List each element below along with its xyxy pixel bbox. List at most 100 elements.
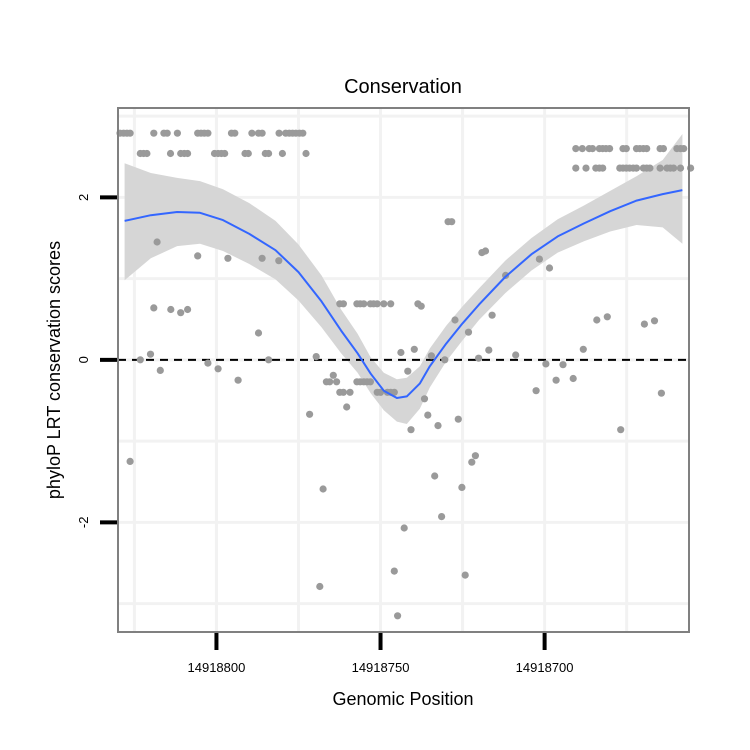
data-point bbox=[676, 164, 685, 172]
data-point bbox=[451, 316, 459, 324]
data-point bbox=[221, 149, 229, 158]
data-point bbox=[248, 129, 256, 137]
data-point bbox=[153, 238, 161, 246]
data-point bbox=[559, 361, 567, 369]
y-axis-label: phyloP LRT conservation scores bbox=[44, 241, 64, 499]
data-point bbox=[224, 254, 232, 262]
data-point bbox=[572, 145, 580, 153]
data-point bbox=[339, 388, 347, 396]
data-point bbox=[254, 329, 263, 337]
data-point bbox=[670, 164, 678, 172]
data-point bbox=[234, 376, 242, 384]
smooth-line-layer bbox=[124, 189, 683, 399]
data-point bbox=[360, 300, 368, 308]
data-point bbox=[167, 305, 175, 314]
points-layer bbox=[116, 129, 695, 620]
data-point bbox=[166, 149, 175, 158]
data-point bbox=[485, 346, 493, 354]
data-point bbox=[387, 300, 395, 308]
x-tick-label: 14918700 bbox=[516, 660, 574, 675]
data-point bbox=[376, 388, 385, 396]
data-point bbox=[657, 389, 666, 397]
data-point bbox=[420, 395, 429, 403]
data-point bbox=[588, 145, 597, 153]
data-point bbox=[512, 351, 520, 359]
data-point bbox=[373, 300, 381, 308]
data-point bbox=[410, 345, 418, 353]
data-point bbox=[532, 387, 540, 395]
data-point bbox=[326, 378, 334, 386]
data-point bbox=[126, 129, 134, 137]
data-point bbox=[593, 316, 601, 324]
data-point bbox=[258, 129, 266, 137]
data-point bbox=[146, 350, 155, 358]
data-point bbox=[173, 129, 181, 137]
x-axis-label: Genomic Position bbox=[332, 689, 473, 709]
data-point bbox=[275, 257, 283, 265]
data-point bbox=[542, 360, 550, 368]
data-point bbox=[346, 388, 354, 396]
data-point bbox=[329, 371, 337, 379]
data-point bbox=[265, 356, 273, 364]
data-point bbox=[475, 354, 483, 362]
data-point bbox=[204, 359, 212, 367]
data-point bbox=[434, 422, 442, 430]
x-tick-label: 14918800 bbox=[188, 660, 246, 675]
data-point bbox=[464, 328, 473, 336]
data-point bbox=[184, 305, 192, 314]
data-point bbox=[312, 353, 320, 361]
data-point bbox=[417, 302, 425, 310]
data-point bbox=[461, 571, 469, 579]
data-point bbox=[126, 457, 134, 465]
data-point bbox=[622, 145, 630, 153]
data-point bbox=[390, 388, 398, 396]
data-point bbox=[646, 164, 654, 172]
data-point bbox=[441, 356, 449, 364]
data-point bbox=[143, 149, 151, 158]
x-tick-label: 14918750 bbox=[352, 660, 410, 675]
data-point bbox=[643, 145, 651, 153]
data-point bbox=[640, 320, 649, 328]
data-point bbox=[579, 345, 587, 353]
data-point bbox=[659, 145, 668, 153]
data-point bbox=[603, 313, 611, 321]
data-point bbox=[569, 374, 577, 383]
data-point bbox=[468, 458, 476, 466]
data-point bbox=[302, 149, 310, 158]
data-point bbox=[150, 129, 158, 137]
data-point bbox=[265, 149, 273, 158]
data-point bbox=[278, 149, 286, 158]
data-point bbox=[578, 145, 586, 153]
data-point bbox=[156, 366, 164, 374]
data-point bbox=[632, 164, 641, 172]
data-point bbox=[184, 149, 192, 158]
data-point bbox=[650, 317, 659, 325]
data-point bbox=[339, 300, 347, 308]
data-point bbox=[231, 129, 239, 137]
data-point bbox=[319, 485, 327, 493]
data-point bbox=[136, 356, 144, 364]
data-point bbox=[400, 524, 408, 532]
data-point bbox=[214, 365, 222, 373]
data-point bbox=[448, 218, 456, 226]
data-point bbox=[535, 255, 544, 263]
data-point bbox=[204, 129, 212, 137]
y-tick-label: 0 bbox=[76, 356, 91, 363]
data-point bbox=[458, 483, 466, 491]
data-point bbox=[380, 300, 388, 308]
data-point bbox=[343, 403, 351, 411]
data-point bbox=[333, 378, 341, 386]
data-point bbox=[606, 145, 614, 153]
data-point bbox=[424, 411, 432, 419]
data-point bbox=[552, 376, 560, 384]
axis-ticks-layer: 14918800 14918750 14918700 2 0 -2 bbox=[76, 194, 574, 675]
data-point bbox=[617, 426, 625, 434]
data-point bbox=[404, 367, 412, 375]
data-point bbox=[316, 582, 324, 591]
data-point bbox=[394, 612, 402, 620]
data-point bbox=[599, 164, 607, 172]
data-point bbox=[438, 513, 446, 521]
data-point bbox=[163, 129, 171, 137]
data-point bbox=[471, 452, 479, 460]
data-point bbox=[407, 426, 415, 434]
